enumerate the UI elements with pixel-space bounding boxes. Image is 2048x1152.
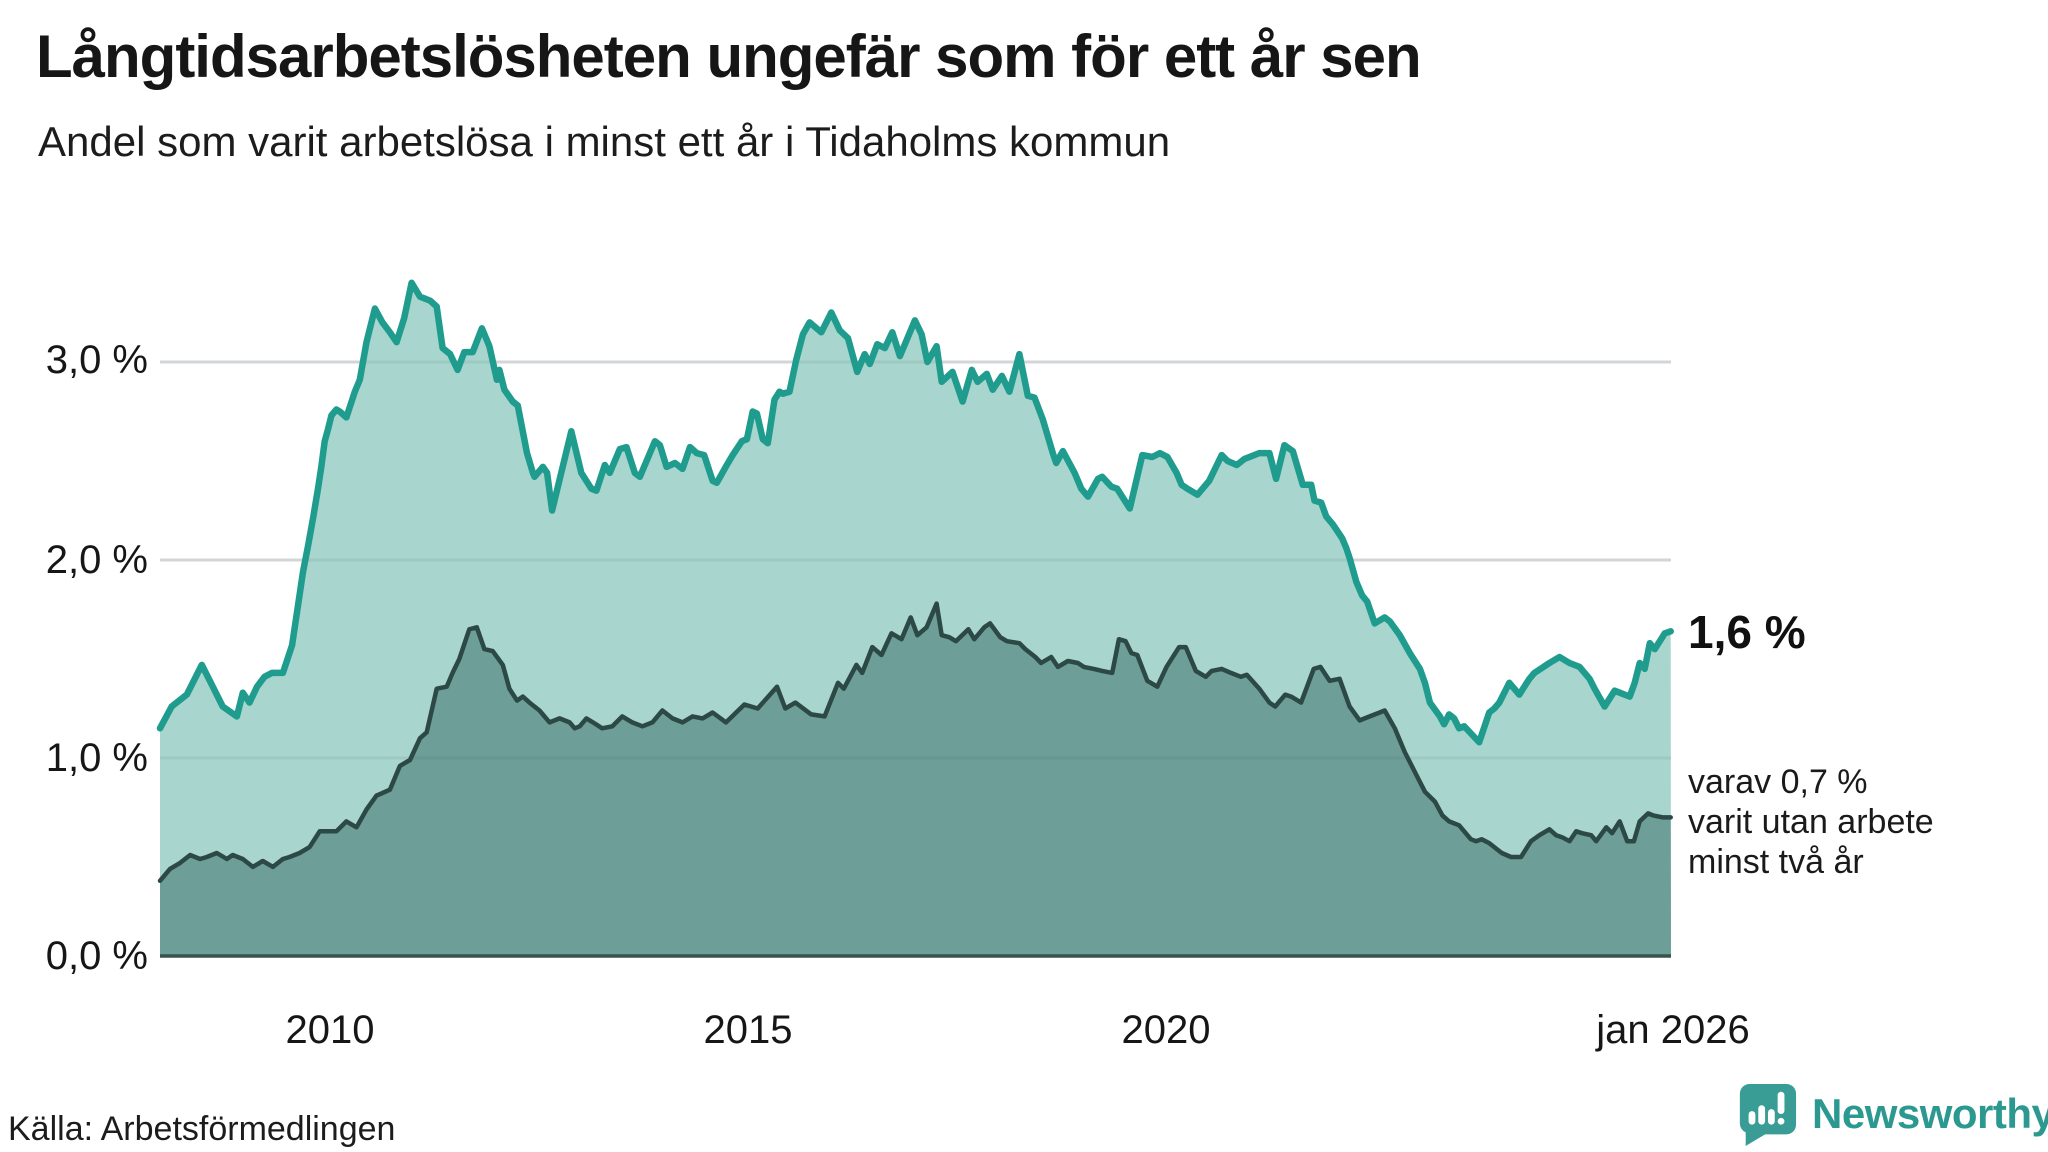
series-end-value-label: 1,6 %: [1688, 606, 1806, 658]
bar-3: [1767, 1109, 1775, 1125]
bar-2: [1758, 1105, 1766, 1125]
newsworthy-wordmark: Newsworthy: [1812, 1090, 2048, 1137]
x-axis-tick-2015: 2015: [703, 1008, 793, 1052]
y-axis-tick-2: 2,0 %: [45, 538, 148, 582]
area-series-2: [160, 603, 1671, 956]
source-attribution: Källa: Arbetsförmedlingen: [8, 1110, 396, 1148]
line-series-1: [156, 279, 1674, 746]
exclamation-dot: [1777, 1117, 1785, 1125]
page-title: Långtidsarbetslösheten ungefär som för e…: [36, 23, 1422, 90]
y-axis-tick-1: 1,0 %: [45, 736, 148, 780]
bar-1: [1748, 1111, 1756, 1125]
y-axis-tick-3: 3,0 %: [45, 338, 148, 382]
secondary-series-annotation: varav 0,7 % varit utan arbete minst två …: [1688, 763, 1934, 881]
x-axis-tick-jan-2026: jan 2026: [1596, 1008, 1750, 1052]
x-axis-tick-2020: 2020: [1121, 1008, 1211, 1052]
chart-subtitle: Andel som varit arbetslösa i minst ett å…: [38, 118, 1171, 165]
y-axis-tick-0: 0,0 %: [45, 934, 148, 978]
exclamation-bar: [1777, 1091, 1785, 1114]
newsworthy-bubble-icon: [1739, 1083, 1797, 1146]
line-series-2: [157, 601, 1673, 884]
x-axis-tick-2010: 2010: [285, 1008, 375, 1052]
newsworthy-logo[interactable]: Newsworthy: [1736, 1082, 2048, 1146]
